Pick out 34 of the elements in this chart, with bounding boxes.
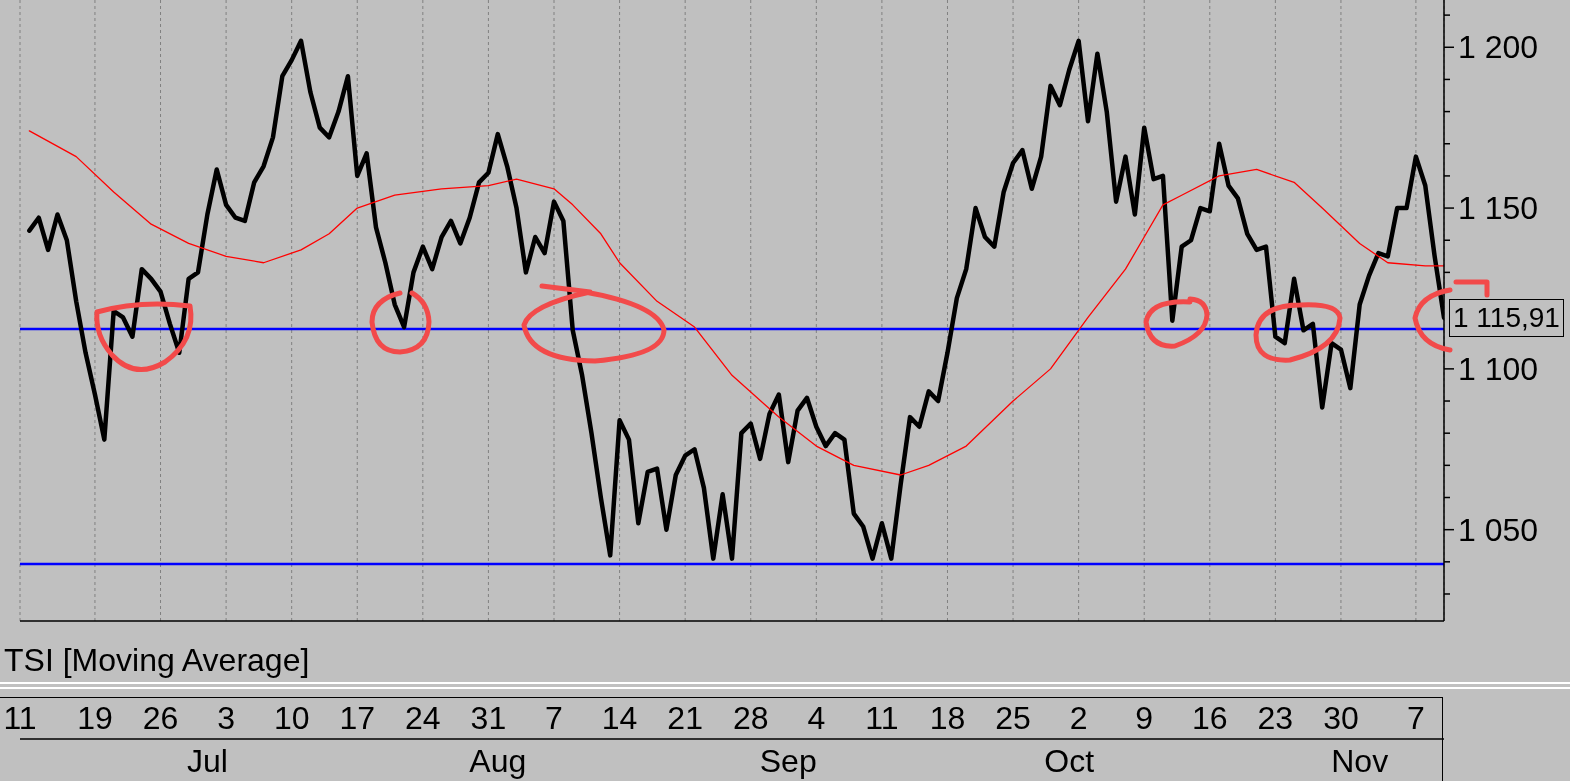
x-tick-label: 24 (405, 700, 441, 736)
text: TSI [Moving Average] (4, 642, 310, 678)
x-tick-label: 23 (1257, 700, 1294, 736)
x-tick-label: 17 (339, 700, 376, 736)
x2-tick-label: Nov (1331, 743, 1389, 779)
x-tick-label: 18 (929, 700, 966, 736)
x-tick-label: 4 (807, 700, 826, 736)
annotation: 1 115,91 (1449, 298, 1564, 337)
x-tick-label: 3 (217, 700, 235, 736)
x-tick-label: 28 (732, 700, 769, 736)
x-tick-label: 25 (995, 700, 1031, 736)
x-tick-label: 11 (865, 700, 899, 736)
x-tick-label: 7 (545, 700, 563, 736)
x2-tick-label: Oct (1044, 743, 1095, 779)
x-tick-label: 21 (667, 700, 703, 736)
x-tick-label: 2 (1069, 700, 1088, 736)
x-tick-label: 31 (470, 700, 507, 736)
x-tick-label: 19 (77, 700, 113, 736)
x2-tick-label: Sep (759, 743, 817, 779)
x2-tick-label: Aug (469, 743, 527, 779)
y-tick-label: 1 100 (1458, 350, 1539, 387)
x-tick-label: 14 (601, 700, 638, 736)
line-series (28, 130, 1444, 476)
y-tick-label: 1 200 (1458, 29, 1539, 66)
x2-tick-label: Jul (186, 743, 228, 779)
x-tick-label: 16 (1191, 700, 1228, 736)
x-tick-label: 11 (3, 700, 37, 736)
y-tick-label: 1 050 (1458, 511, 1539, 548)
x-tick-label: 26 (142, 700, 179, 736)
x-tick-label: 9 (1135, 700, 1154, 736)
x-tick-label: 10 (273, 700, 310, 736)
x-tick-label: 30 (1323, 700, 1359, 736)
x-tick-label: 7 (1407, 700, 1425, 736)
y-tick-label: 1 150 (1458, 190, 1539, 227)
